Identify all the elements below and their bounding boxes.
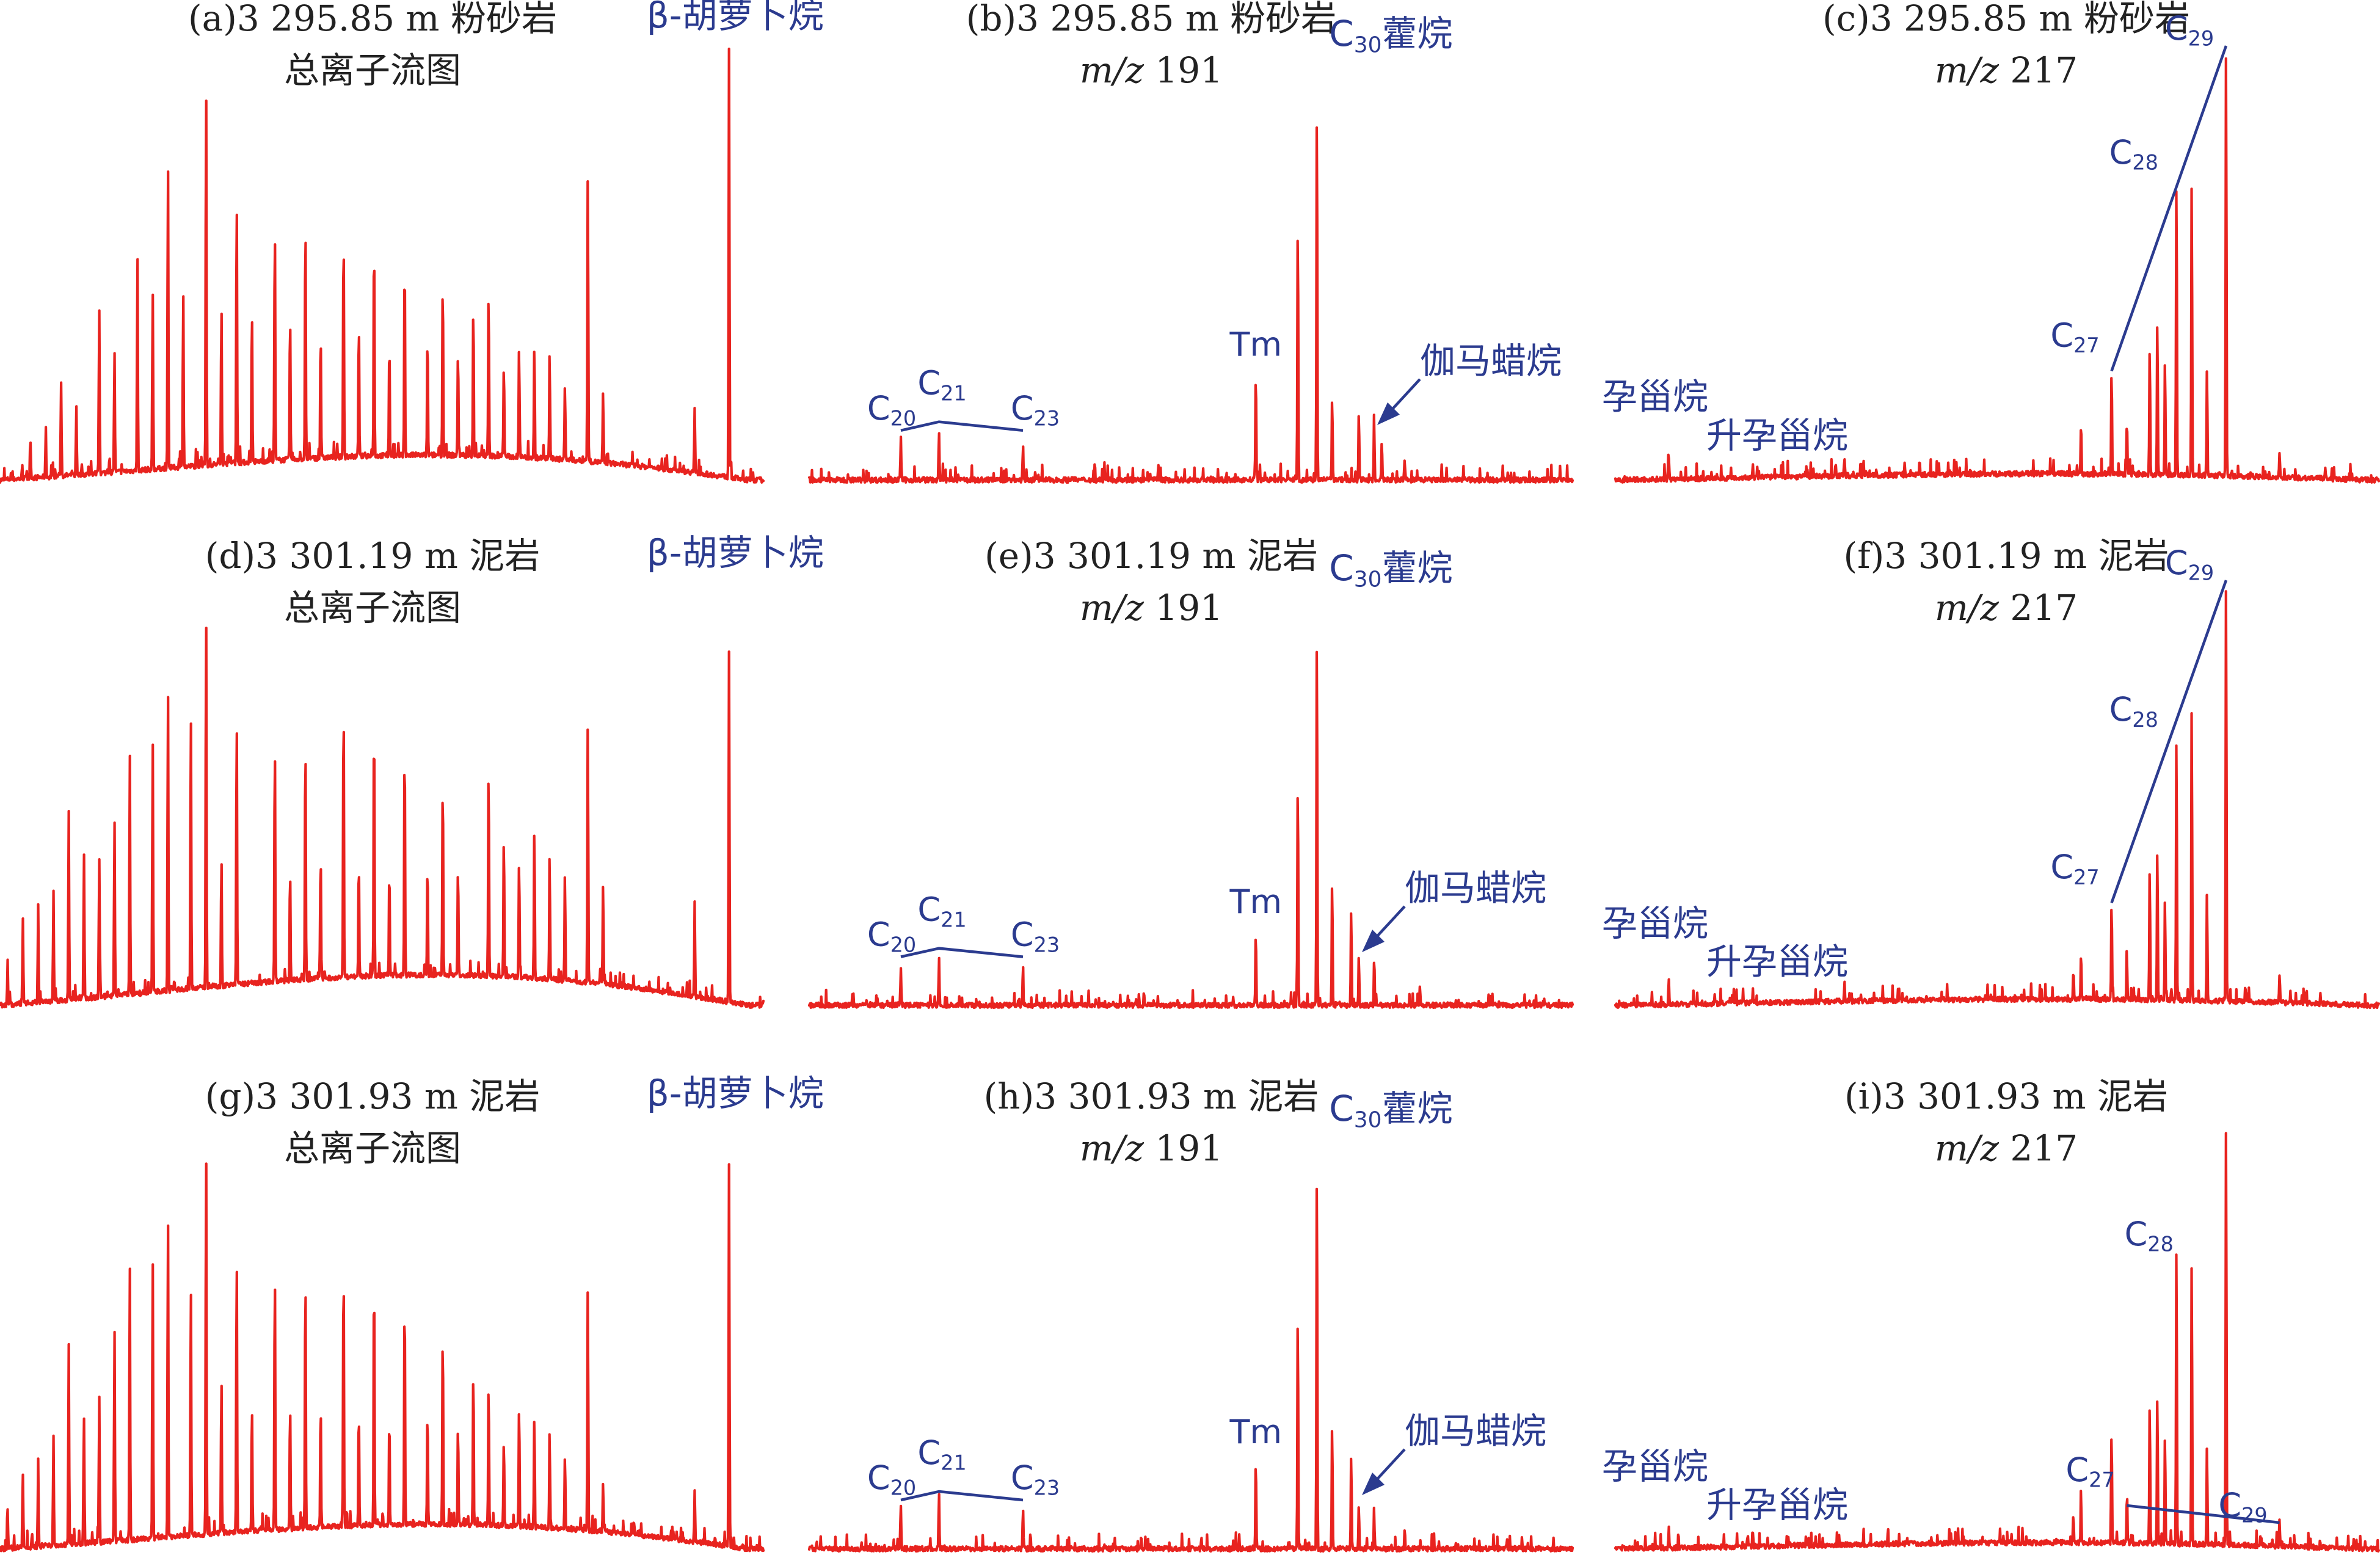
sterane-trend-line <box>2110 580 2228 903</box>
pregnane-label: 孕甾烷 <box>1602 1446 1708 1487</box>
panel-subtitle: m/z 217 <box>1935 587 2078 628</box>
panel-title: (b)3 295.85 m 粉砂岩 <box>966 0 1337 39</box>
tricyclic-bracket <box>900 420 1024 432</box>
beta-carotane-label: β-胡萝卜烷 <box>647 0 824 36</box>
chromatogram-trace-a <box>0 47 765 484</box>
chromatogram-trace-d <box>0 627 765 1009</box>
c30-hopane-label: C30藿烷 <box>1329 547 1452 592</box>
panel-title: (g)3 301.93 m 泥岩 <box>205 1076 540 1117</box>
pregnane-label: 孕甾烷 <box>1602 376 1708 417</box>
sterane-trend-line <box>2127 1504 2280 1524</box>
panel-subtitle: m/z 191 <box>1080 1127 1223 1169</box>
c20-label: C20 <box>867 916 916 957</box>
gammacerane-label: 伽马蜡烷 <box>1420 340 1562 382</box>
sterane-trend-line <box>2110 45 2228 372</box>
c30-hopane-label: C30藿烷 <box>1329 1088 1452 1132</box>
panel-subtitle: 总离子流图 <box>284 587 461 628</box>
homopregnane-label: 升孕甾烷 <box>1706 1484 1848 1526</box>
homopregnane-label: 升孕甾烷 <box>1706 941 1848 982</box>
c27-label: C27 <box>2065 1451 2114 1492</box>
panel-title: (e)3 301.19 m 泥岩 <box>984 535 1318 577</box>
chromatogram-trace-i <box>1614 1132 2380 1553</box>
panel-subtitle: m/z 217 <box>1935 49 2078 91</box>
chromatogram-trace-h <box>807 1187 1574 1553</box>
panel-subtitle: 总离子流图 <box>284 49 461 91</box>
c28-label: C28 <box>2109 133 2158 175</box>
c29-label: C29 <box>2218 1486 2267 1528</box>
c29-label: C29 <box>2165 544 2214 585</box>
c30-hopane-label: C30藿烷 <box>1329 13 1452 57</box>
panel-title: (d)3 301.19 m 泥岩 <box>205 535 540 577</box>
panel-subtitle: m/z 191 <box>1080 49 1223 91</box>
c27-label: C27 <box>2050 316 2099 358</box>
panel-title: (h)3 301.93 m 泥岩 <box>984 1076 1319 1117</box>
chromatogram-trace-g <box>0 1162 765 1553</box>
panel-subtitle: 总离子流图 <box>284 1127 461 1169</box>
c23-label: C23 <box>1011 1458 1060 1500</box>
tricyclic-bracket <box>900 1490 1024 1502</box>
beta-carotane-label: β-胡萝卜烷 <box>647 532 824 574</box>
gammacerane-label: 伽马蜡烷 <box>1405 1410 1546 1452</box>
chromatogram-trace-c <box>1614 57 2380 484</box>
c28-label: C28 <box>2125 1215 2174 1256</box>
c23-label: C23 <box>1011 916 1060 957</box>
c23-label: C23 <box>1011 389 1060 431</box>
homopregnane-label: 升孕甾烷 <box>1706 415 1848 456</box>
panel-title: (f)3 301.19 m 泥岩 <box>1844 535 2169 577</box>
gammacerane-arrow-head <box>1362 930 1385 953</box>
gammacerane-arrow-head <box>1377 402 1400 425</box>
gammacerane-label: 伽马蜡烷 <box>1405 867 1546 909</box>
c28-label: C28 <box>2109 690 2158 732</box>
c21-label: C21 <box>917 364 966 406</box>
gammacerane-arrow-head <box>1362 1473 1385 1495</box>
panel-title: (c)3 295.85 m 粉砂岩 <box>1822 0 2190 39</box>
c27-label: C27 <box>2050 848 2099 889</box>
panel-title: (a)3 295.85 m 粉砂岩 <box>188 0 557 39</box>
c21-label: C21 <box>917 890 966 932</box>
tm-label: Tm <box>1229 1413 1282 1451</box>
chromatogram-trace-e <box>807 650 1574 1010</box>
panel-subtitle: m/z 217 <box>1935 1127 2078 1169</box>
tm-label: Tm <box>1229 883 1282 921</box>
beta-carotane-label: β-胡萝卜烷 <box>647 1072 824 1114</box>
panel-title: (i)3 301.93 m 泥岩 <box>1844 1076 2168 1117</box>
c21-label: C21 <box>917 1433 966 1475</box>
chromatogram-trace-b <box>807 126 1574 484</box>
pregnane-label: 孕甾烷 <box>1602 903 1708 944</box>
tm-label: Tm <box>1229 326 1282 364</box>
c20-label: C20 <box>867 1458 916 1500</box>
tricyclic-bracket <box>900 947 1024 958</box>
chromatogram-trace-f <box>1614 590 2380 1010</box>
panel-subtitle: m/z 191 <box>1080 587 1223 628</box>
c20-label: C20 <box>867 389 916 431</box>
c29-label: C29 <box>2165 9 2214 51</box>
